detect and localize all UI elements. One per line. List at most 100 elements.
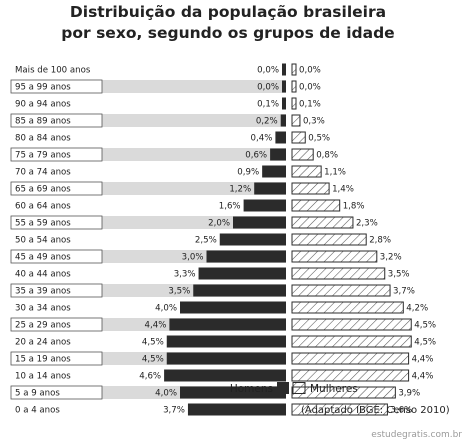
pyramid-row: 70 a 74 anos 0,9% 1,1% xyxy=(15,165,346,178)
age-group-label: 95 a 99 anos xyxy=(15,83,71,93)
age-group-label: 55 a 59 anos xyxy=(15,219,71,229)
chart-legend: Homens Mulheres xyxy=(230,382,358,395)
legend-label-mulheres: Mulheres xyxy=(310,383,358,395)
value-label-homens: 0,9% xyxy=(237,168,259,178)
value-label-mulheres: 3,7% xyxy=(393,287,415,297)
age-label-box xyxy=(10,317,103,332)
pyramid-row: 80 a 84 anos 0,4% 0,5% xyxy=(15,131,330,144)
value-label-homens: 4,5% xyxy=(142,355,164,365)
value-label-mulheres: 1,1% xyxy=(324,168,346,178)
age-label-box xyxy=(10,79,103,94)
bar-mulheres xyxy=(291,318,412,331)
value-label-mulheres: 4,2% xyxy=(406,304,428,314)
value-label-mulheres: 1,4% xyxy=(332,185,354,195)
bar-homens xyxy=(193,284,286,297)
age-label-box xyxy=(10,147,103,162)
bar-homens xyxy=(275,131,286,144)
value-label-mulheres: 0,1% xyxy=(299,100,321,110)
bar-homens xyxy=(180,386,286,399)
bar-mulheres xyxy=(291,335,412,348)
bar-mulheres xyxy=(291,403,388,416)
bar-mulheres xyxy=(291,80,297,93)
age-group-label: 90 a 94 anos xyxy=(15,100,71,110)
watermark-text: estudegratis.com.br xyxy=(371,430,462,440)
age-group-label: 30 a 34 anos xyxy=(15,304,71,314)
pyramid-row: 5 a 9 anos 4,0% 3,9% xyxy=(10,385,420,400)
pyramid-row: 15 a 19 anos 4,5% 4,4% xyxy=(10,351,434,366)
legend-swatch-mulheres xyxy=(292,382,306,394)
bar-mulheres xyxy=(291,97,297,110)
age-label-box xyxy=(10,249,103,264)
age-group-label: 20 a 24 anos xyxy=(15,338,71,348)
age-group-label: 10 a 14 anos xyxy=(15,372,71,382)
age-group-label: 5 a 9 anos xyxy=(15,389,60,399)
value-label-mulheres: 0,0% xyxy=(299,66,321,76)
bar-homens xyxy=(166,352,286,365)
pyramid-row: 50 a 54 anos 2,5% 2,8% xyxy=(15,233,391,246)
bar-mulheres xyxy=(291,352,410,365)
bar-homens xyxy=(180,301,286,314)
value-label-homens: 1,2% xyxy=(229,185,251,195)
age-label-box xyxy=(10,283,103,298)
value-label-homens: 0,1% xyxy=(257,100,279,110)
value-label-homens: 2,0% xyxy=(208,219,230,229)
value-label-homens: 0,4% xyxy=(251,134,273,144)
pyramid-row: 35 a 39 anos 3,5% 3,7% xyxy=(10,283,415,298)
value-label-homens: 1,6% xyxy=(219,202,241,212)
bar-homens xyxy=(169,318,286,331)
pyramid-row: 30 a 34 anos 4,0% 4,2% xyxy=(15,301,428,314)
source-note: (Adaptado IBGE: Censo 2010) xyxy=(301,405,450,416)
value-label-mulheres: 0,3% xyxy=(303,117,325,127)
bar-mulheres xyxy=(291,250,378,263)
bar-mulheres xyxy=(291,199,341,212)
bar-mulheres xyxy=(291,114,301,127)
value-label-mulheres: 1,8% xyxy=(343,202,365,212)
value-label-homens: 4,5% xyxy=(142,338,164,348)
pyramid-row: 45 a 49 anos 3,0% 3,2% xyxy=(10,249,402,264)
value-label-mulheres: 4,4% xyxy=(412,355,434,365)
value-label-mulheres: 0,0% xyxy=(299,83,321,93)
bar-homens xyxy=(243,199,286,212)
value-label-homens: 3,0% xyxy=(182,253,204,263)
bar-mulheres xyxy=(291,369,410,382)
age-group-label: 75 a 79 anos xyxy=(15,151,71,161)
age-label-box xyxy=(10,181,103,196)
pyramid-row: 40 a 44 anos 3,3% 3,5% xyxy=(15,267,410,280)
bar-homens xyxy=(166,335,286,348)
age-group-label: 70 a 74 anos xyxy=(15,168,71,178)
age-group-label: 40 a 44 anos xyxy=(15,270,71,280)
bar-homens xyxy=(280,114,286,127)
bar-homens xyxy=(233,216,286,229)
value-label-mulheres: 4,5% xyxy=(414,321,436,331)
age-group-label: 15 a 19 anos xyxy=(15,355,71,365)
age-group-label: Mais de 100 anos xyxy=(15,66,91,76)
pyramid-row: 85 a 89 anos 0,2% 0,3% xyxy=(10,113,325,128)
legend-swatch-homens xyxy=(277,382,289,394)
age-group-label: 60 a 64 anos xyxy=(15,202,71,212)
chart-title-line: por sexo, segundo os grupos de idade xyxy=(61,24,394,42)
value-label-homens: 0,6% xyxy=(245,151,267,161)
age-group-label: 45 a 49 anos xyxy=(15,253,71,263)
value-label-homens: 3,3% xyxy=(174,270,196,280)
value-label-mulheres: 3,9% xyxy=(398,389,420,399)
value-label-mulheres: 0,8% xyxy=(316,151,338,161)
bar-mulheres xyxy=(291,301,404,314)
chart-title: Distribuição da população brasileira por … xyxy=(61,3,394,42)
age-group-label: 0 a 4 anos xyxy=(15,406,60,416)
value-label-homens: 4,0% xyxy=(155,304,177,314)
bar-homens xyxy=(282,63,286,76)
pyramid-row: 90 a 94 anos 0,1% 0,1% xyxy=(15,97,321,110)
age-label-box xyxy=(10,113,103,128)
pyramid-row: 20 a 24 anos 4,5% 4,5% xyxy=(15,335,436,348)
pyramid-row: 0 a 4 anos 3,7% 3,6% xyxy=(15,403,412,416)
age-label-box xyxy=(10,351,103,366)
bar-mulheres xyxy=(291,284,391,297)
value-label-mulheres: 4,5% xyxy=(414,338,436,348)
bar-mulheres xyxy=(291,386,396,399)
value-label-mulheres: 0,5% xyxy=(308,134,330,144)
pyramid-row: Mais de 100 anos 0,0% 0,0% xyxy=(15,63,321,76)
bar-mulheres xyxy=(291,267,386,280)
value-label-homens: 3,7% xyxy=(163,406,185,416)
bar-homens xyxy=(219,233,286,246)
